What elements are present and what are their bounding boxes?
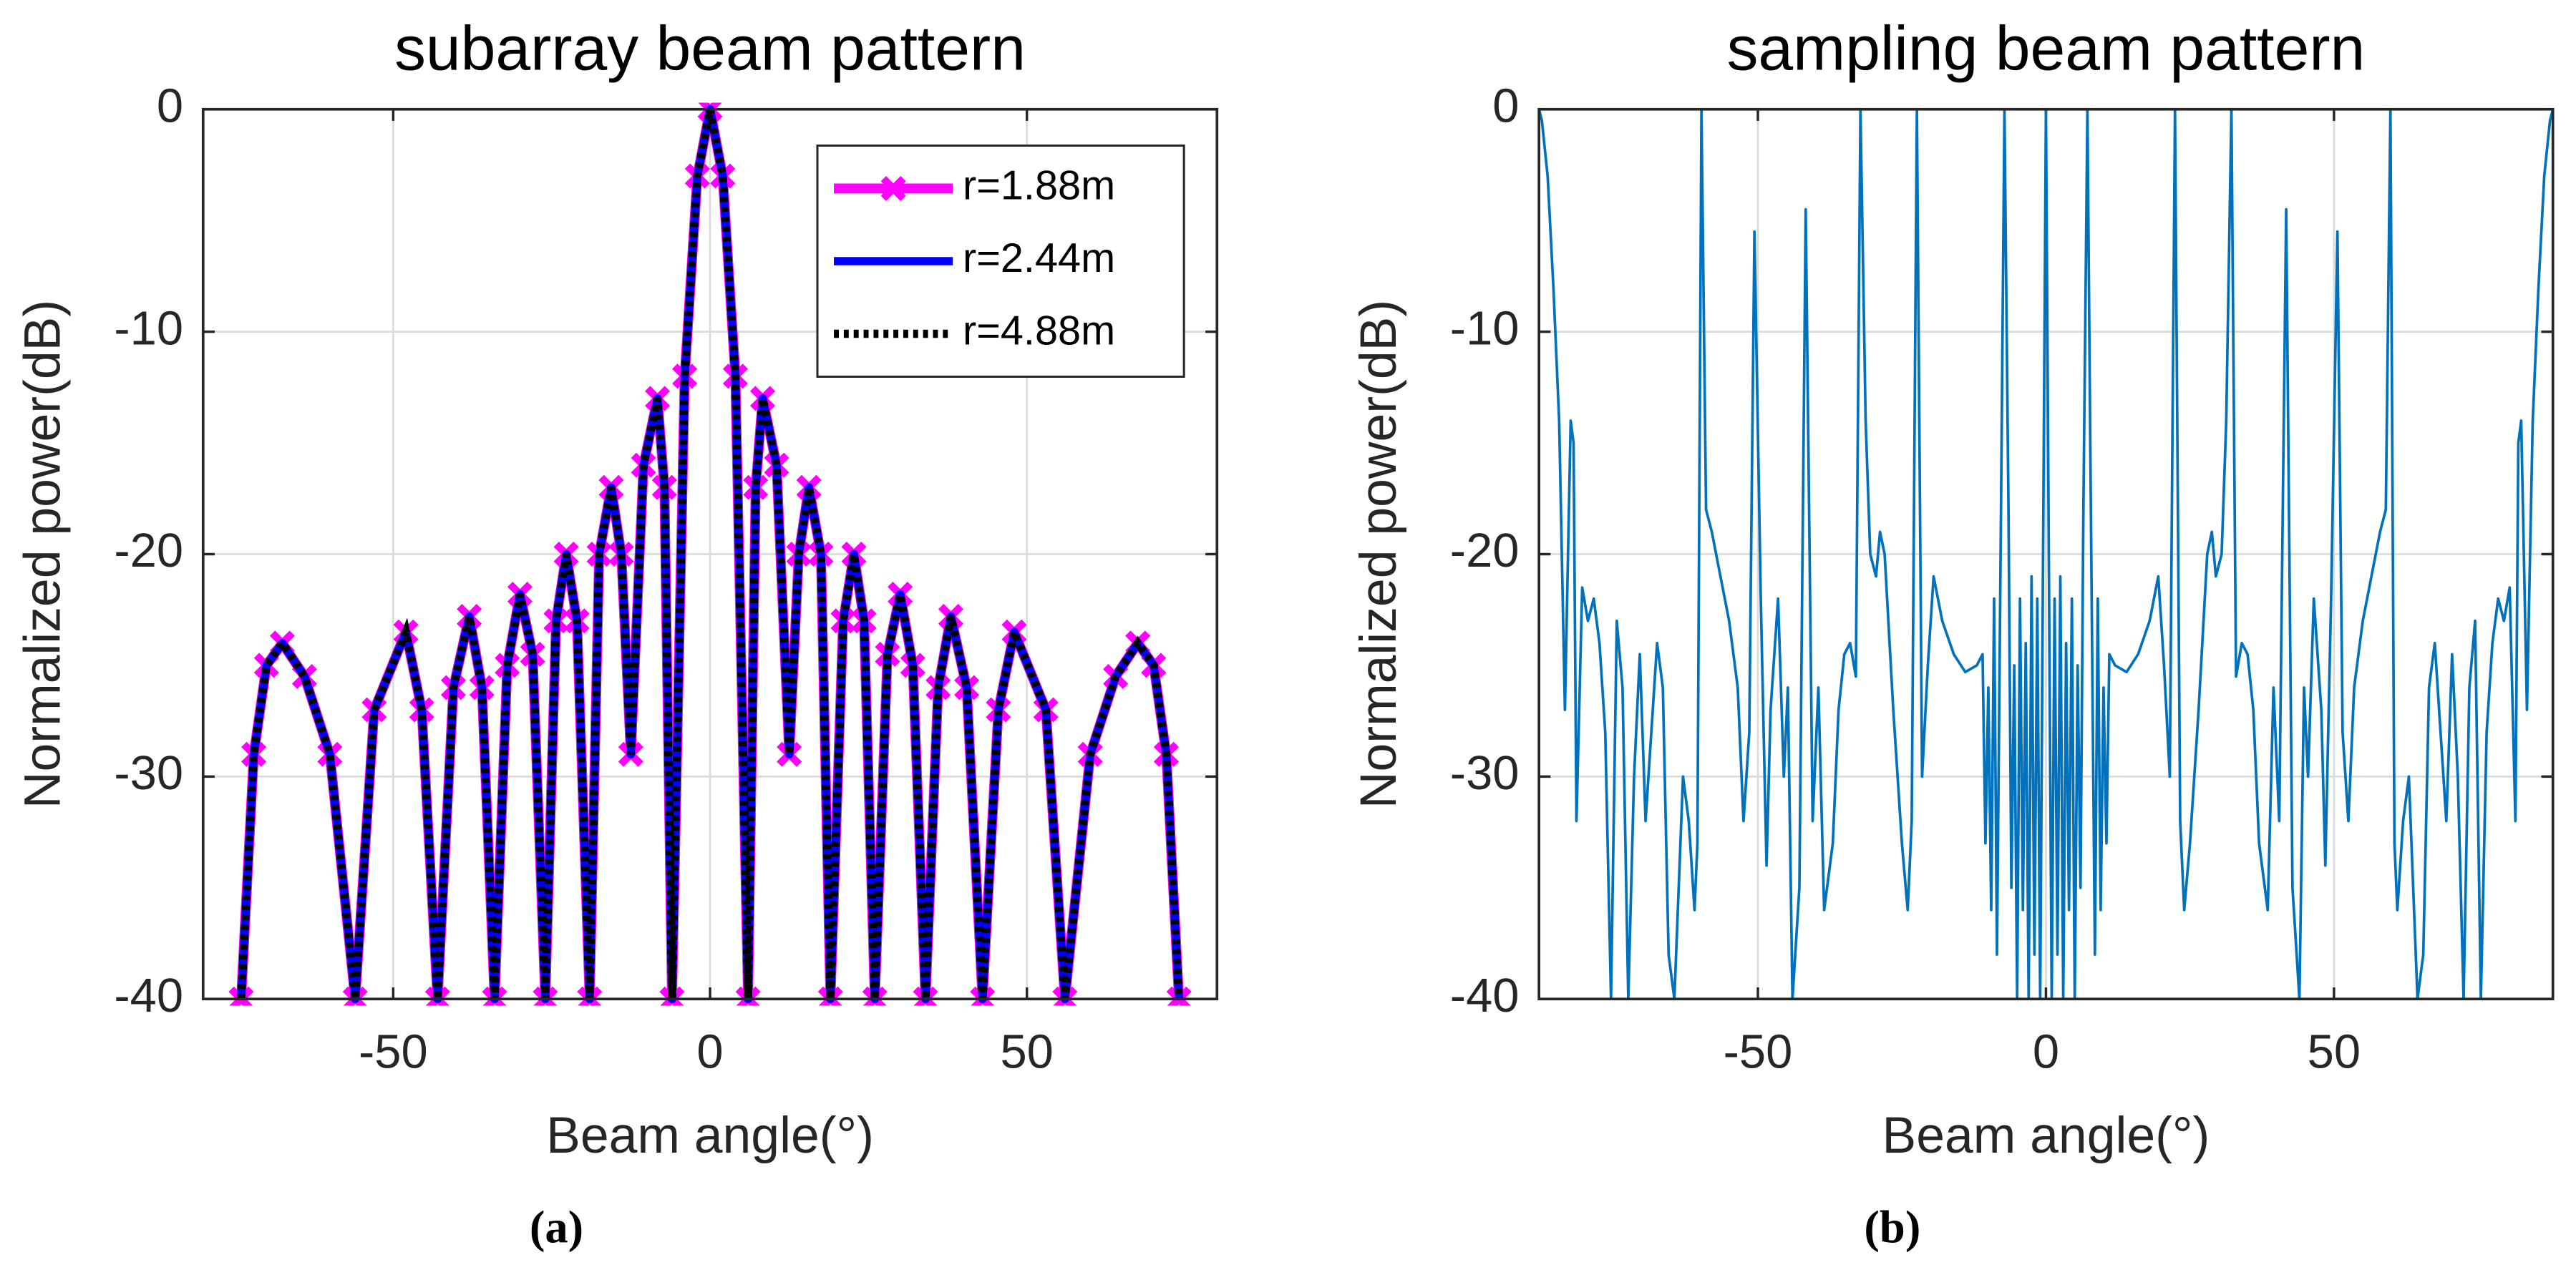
axes: 0 -10 -20 -30 -40 -50 0 50 sampling beam pattern… [1350, 13, 2555, 1253]
x-tick-label: -50 [1724, 1025, 1793, 1078]
axes-box [1537, 107, 2555, 1001]
x-tick-label: 0 [696, 1025, 723, 1078]
axes-box [201, 107, 1219, 1001]
y-axis-label: Normalized power(dB) [1350, 300, 1407, 809]
legend: r=1.88m r=2.44m r=4.88m [816, 144, 1185, 378]
y-tick-label: -30 [1450, 746, 1520, 800]
y-tick-label: 0 [157, 79, 183, 132]
y-tick-label: -20 [1450, 524, 1520, 577]
y-tick-label: -20 [114, 524, 183, 577]
x-tick-label: -50 [359, 1025, 428, 1078]
legend-label: r=2.44m [963, 235, 1115, 281]
caption: (a) [530, 1201, 583, 1253]
y-axis-label: Normalized power(dB) [14, 300, 71, 809]
chart-title: sampling beam pattern [1727, 13, 2366, 83]
legend-marker [880, 175, 906, 201]
x-tick-label: 50 [1000, 1025, 1053, 1078]
caption: (b) [1864, 1201, 1920, 1253]
x-axis-label: Beam angle(°) [1882, 1107, 2210, 1164]
y-tick-label: -10 [114, 301, 183, 355]
x-axis-label: Beam angle(°) [546, 1107, 874, 1164]
x-tick-label: 0 [2033, 1025, 2059, 1078]
legend-label: r=4.88m [963, 308, 1115, 354]
y-tick-label: -10 [1450, 301, 1520, 355]
x-tick-label: 50 [2308, 1025, 2361, 1078]
chart-title: subarray beam pattern [394, 13, 1026, 83]
y-tick-label: 0 [1492, 79, 1519, 132]
legend-label: r=1.88m [963, 163, 1115, 209]
axes: 0 -10 -20 -30 -40 -50 0 50 subarray beam pattern… [14, 13, 1219, 1253]
y-tick-label: -40 [114, 969, 183, 1022]
y-tick-label: -40 [1450, 969, 1520, 1022]
y-tick-label: -30 [114, 746, 183, 800]
